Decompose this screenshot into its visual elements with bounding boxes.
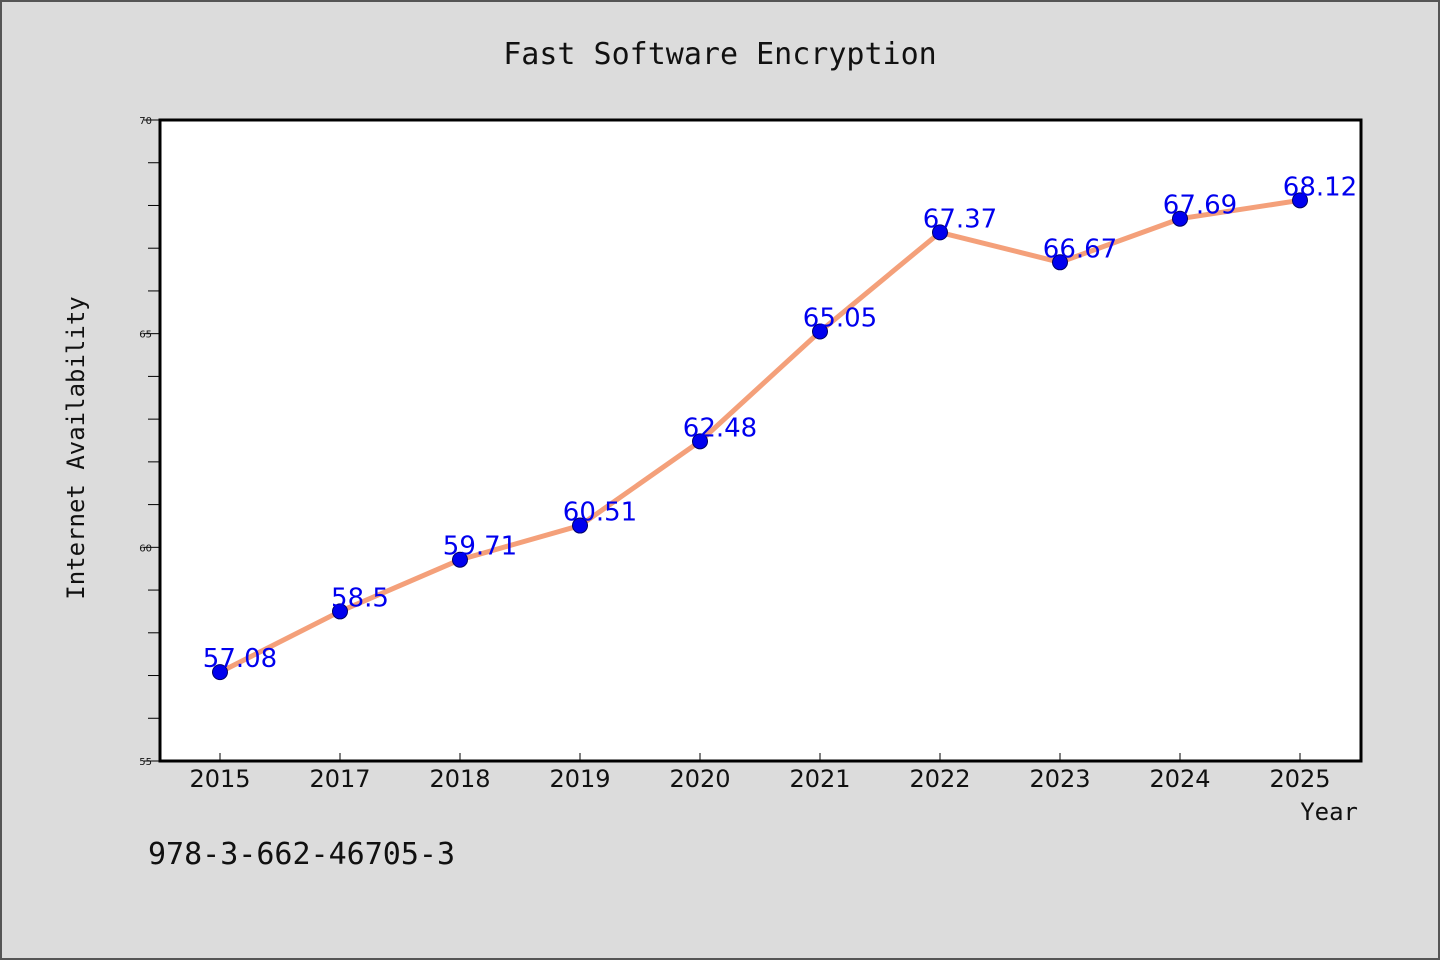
series-layer: 57.08 58.5 59.71 60.51 62.48 65.05 67.37 66.67 6… <box>203 172 1357 681</box>
x-tick-label: 2025 <box>1269 765 1330 793</box>
data-label: 65.05 <box>803 304 877 334</box>
data-label: 59.71 <box>443 532 517 562</box>
x-tick-label: 2019 <box>549 765 610 793</box>
data-label: 67.37 <box>923 204 997 234</box>
x-tick-label: 2015 <box>189 765 250 793</box>
y-tick-label: 65 <box>139 330 152 341</box>
x-tick-label: 2023 <box>1029 765 1090 793</box>
y-tick-label: 55 <box>139 757 152 768</box>
x-axis-ticks: 2015 2017 2018 2019 2020 2021 2022 2023 2024 2025 <box>189 753 1331 793</box>
y-axis-title: Internet Availability <box>62 296 90 599</box>
x-tick-label: 2024 <box>1149 765 1210 793</box>
y-axis-ticks: 55 60 65 70 <box>139 116 160 768</box>
data-point <box>212 664 228 681</box>
y-tick-label: 60 <box>139 543 152 554</box>
data-label: 68.12 <box>1283 172 1357 202</box>
data-label: 66.67 <box>1043 234 1117 264</box>
data-point <box>332 603 348 620</box>
data-label: 57.08 <box>203 644 277 674</box>
data-point <box>812 323 828 340</box>
data-point <box>1292 192 1308 209</box>
x-tick-label: 2017 <box>309 765 370 793</box>
data-point <box>572 517 588 534</box>
chart-title: Fast Software Encryption <box>503 37 936 72</box>
x-tick-label: 2018 <box>429 765 490 793</box>
data-label: 62.48 <box>683 413 757 443</box>
x-tick-label: 2022 <box>909 765 970 793</box>
x-tick-label: 2020 <box>669 765 730 793</box>
data-label: 60.51 <box>563 498 637 528</box>
data-label: 58.5 <box>331 583 389 613</box>
y-tick-label: 70 <box>139 116 152 127</box>
data-point <box>1172 210 1188 227</box>
data-point <box>692 433 708 450</box>
isbn-text: 978-3-662-46705-3 <box>148 837 455 872</box>
x-axis-title: Year <box>1300 798 1358 826</box>
data-point <box>452 551 468 568</box>
x-tick-label: 2021 <box>789 765 850 793</box>
series-line <box>217 197 1303 675</box>
data-point <box>1052 254 1068 271</box>
data-point <box>932 224 948 241</box>
data-label: 67.69 <box>1163 191 1237 221</box>
